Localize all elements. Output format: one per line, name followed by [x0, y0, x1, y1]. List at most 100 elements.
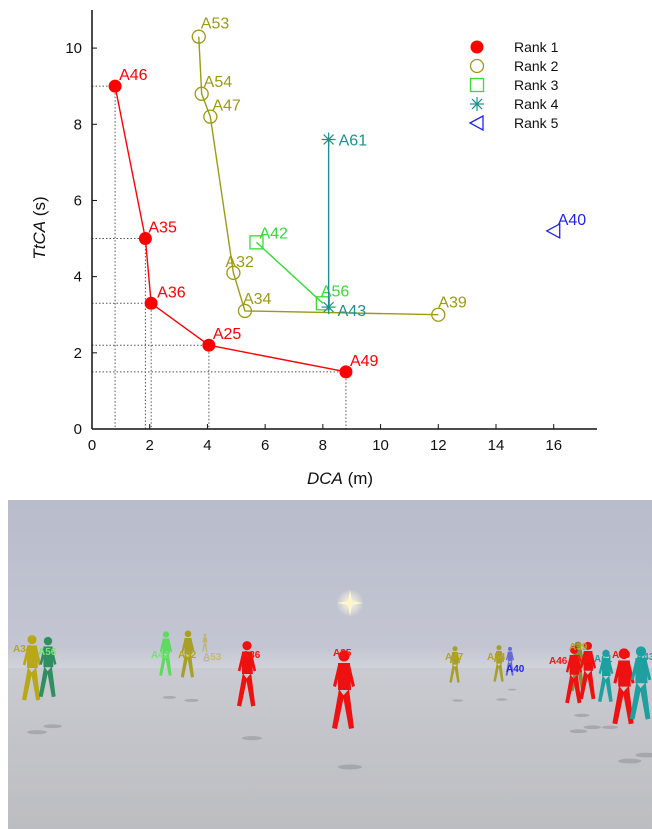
data-label-a36: A36 — [157, 284, 186, 301]
scene-label-a32: A32 — [178, 650, 197, 661]
pedestrian-a61 — [598, 649, 618, 729]
data-point-a35 — [138, 232, 152, 246]
pedestrian-a32 — [180, 630, 199, 702]
head — [602, 649, 610, 657]
head — [507, 646, 513, 651]
head — [203, 633, 207, 637]
data-label-a32: A32 — [225, 254, 254, 271]
shadow — [184, 698, 199, 702]
head — [496, 645, 502, 651]
y-tick-label: 0 — [74, 421, 82, 438]
left-arm — [630, 659, 639, 681]
right-leg — [343, 689, 354, 729]
right-leg — [640, 682, 651, 720]
x-axis-label-name: DCA — [307, 469, 343, 488]
data-label-a54: A54 — [204, 74, 233, 91]
light-star-icon — [337, 590, 363, 616]
ground-plane — [8, 668, 652, 829]
asterisk-stroke — [323, 134, 335, 145]
data-point-a46 — [108, 79, 122, 93]
x-tick-label: 6 — [261, 437, 269, 454]
scene-label-a46: A46 — [549, 656, 568, 667]
pedestrian-a34 — [22, 635, 47, 735]
right-leg — [187, 653, 194, 678]
left-leg — [159, 653, 166, 676]
head — [184, 630, 192, 638]
left-leg — [598, 675, 606, 702]
y-tick-label: 6 — [74, 192, 82, 209]
left-arm — [505, 652, 509, 661]
pedestrian-a47 — [449, 646, 464, 702]
right-arm — [347, 665, 355, 687]
y-tick-label: 8 — [74, 116, 82, 133]
right-arm — [50, 648, 57, 665]
right-arm — [34, 647, 42, 666]
data-point-a39 — [431, 307, 446, 322]
right-leg — [454, 664, 460, 683]
left-arm — [613, 662, 622, 684]
legend-marker — [469, 58, 485, 74]
series-rank-4: A61 A43 — [321, 132, 368, 320]
data-label-a46: A46 — [119, 67, 148, 84]
scene-label-a25: A25 — [333, 648, 352, 659]
left-arm — [449, 652, 454, 664]
legend-marker — [470, 40, 484, 54]
pedestrian-a40 — [505, 646, 517, 691]
data-label-a34: A34 — [243, 291, 272, 308]
series-rank-1: A46 A35 A36 A25 A49 — [108, 67, 379, 379]
data-label-a53: A53 — [201, 16, 230, 33]
scene-label-a53: A53 — [203, 652, 222, 663]
scene-label-a61: A61 — [594, 654, 613, 665]
data-label-a61: A61 — [339, 133, 368, 150]
head — [162, 631, 170, 638]
data-label-a25: A25 — [213, 326, 242, 343]
left-arm — [181, 639, 187, 653]
head — [618, 648, 630, 660]
left-leg — [493, 663, 499, 682]
data-label-a39: A39 — [438, 295, 467, 312]
x-tick-label: 12 — [430, 437, 447, 454]
right-arm — [643, 659, 652, 681]
right-leg — [246, 673, 256, 707]
left-arm — [598, 659, 604, 674]
pedestrian-a35 — [579, 641, 602, 730]
scene-label-a56: A56 — [38, 647, 57, 658]
x-tick-label: 16 — [545, 437, 562, 454]
right-leg — [605, 675, 613, 702]
shadow — [162, 696, 177, 699]
pedestrian-a36 — [237, 641, 262, 741]
right-leg — [573, 674, 582, 704]
right-arm — [456, 652, 461, 664]
y-tick-label: 2 — [74, 345, 82, 362]
scene-label-a34: A34 — [13, 644, 32, 655]
data-point-a42 — [249, 235, 264, 250]
right-arm — [608, 659, 614, 674]
legend-entry: Rank 3 — [514, 77, 559, 93]
shadow — [338, 764, 362, 770]
left-leg — [22, 667, 32, 701]
right-arm — [590, 652, 597, 669]
legend-entry: Rank 5 — [514, 115, 559, 131]
data-label-a40: A40 — [558, 212, 587, 229]
pedestrian-a54 — [493, 645, 508, 701]
left-arm — [39, 648, 46, 665]
legend-marker — [469, 77, 485, 93]
data-point-a32 — [226, 265, 241, 280]
right-leg — [509, 661, 514, 676]
x-tick-label: 4 — [203, 437, 211, 454]
scene-label-a49: A49 — [612, 650, 631, 661]
left-leg — [449, 664, 455, 683]
data-label-a49: A49 — [350, 353, 379, 370]
data-point-a40 — [545, 222, 561, 240]
left-leg — [237, 673, 247, 707]
right-arm — [189, 639, 195, 653]
data-label-a43: A43 — [338, 303, 367, 320]
y-axis-label: TtCA (s) — [30, 196, 49, 259]
legend-entry: Rank 4 — [514, 96, 559, 112]
right-arm — [205, 636, 208, 643]
head — [452, 646, 458, 652]
legend-marker — [468, 114, 484, 132]
head — [338, 650, 350, 662]
